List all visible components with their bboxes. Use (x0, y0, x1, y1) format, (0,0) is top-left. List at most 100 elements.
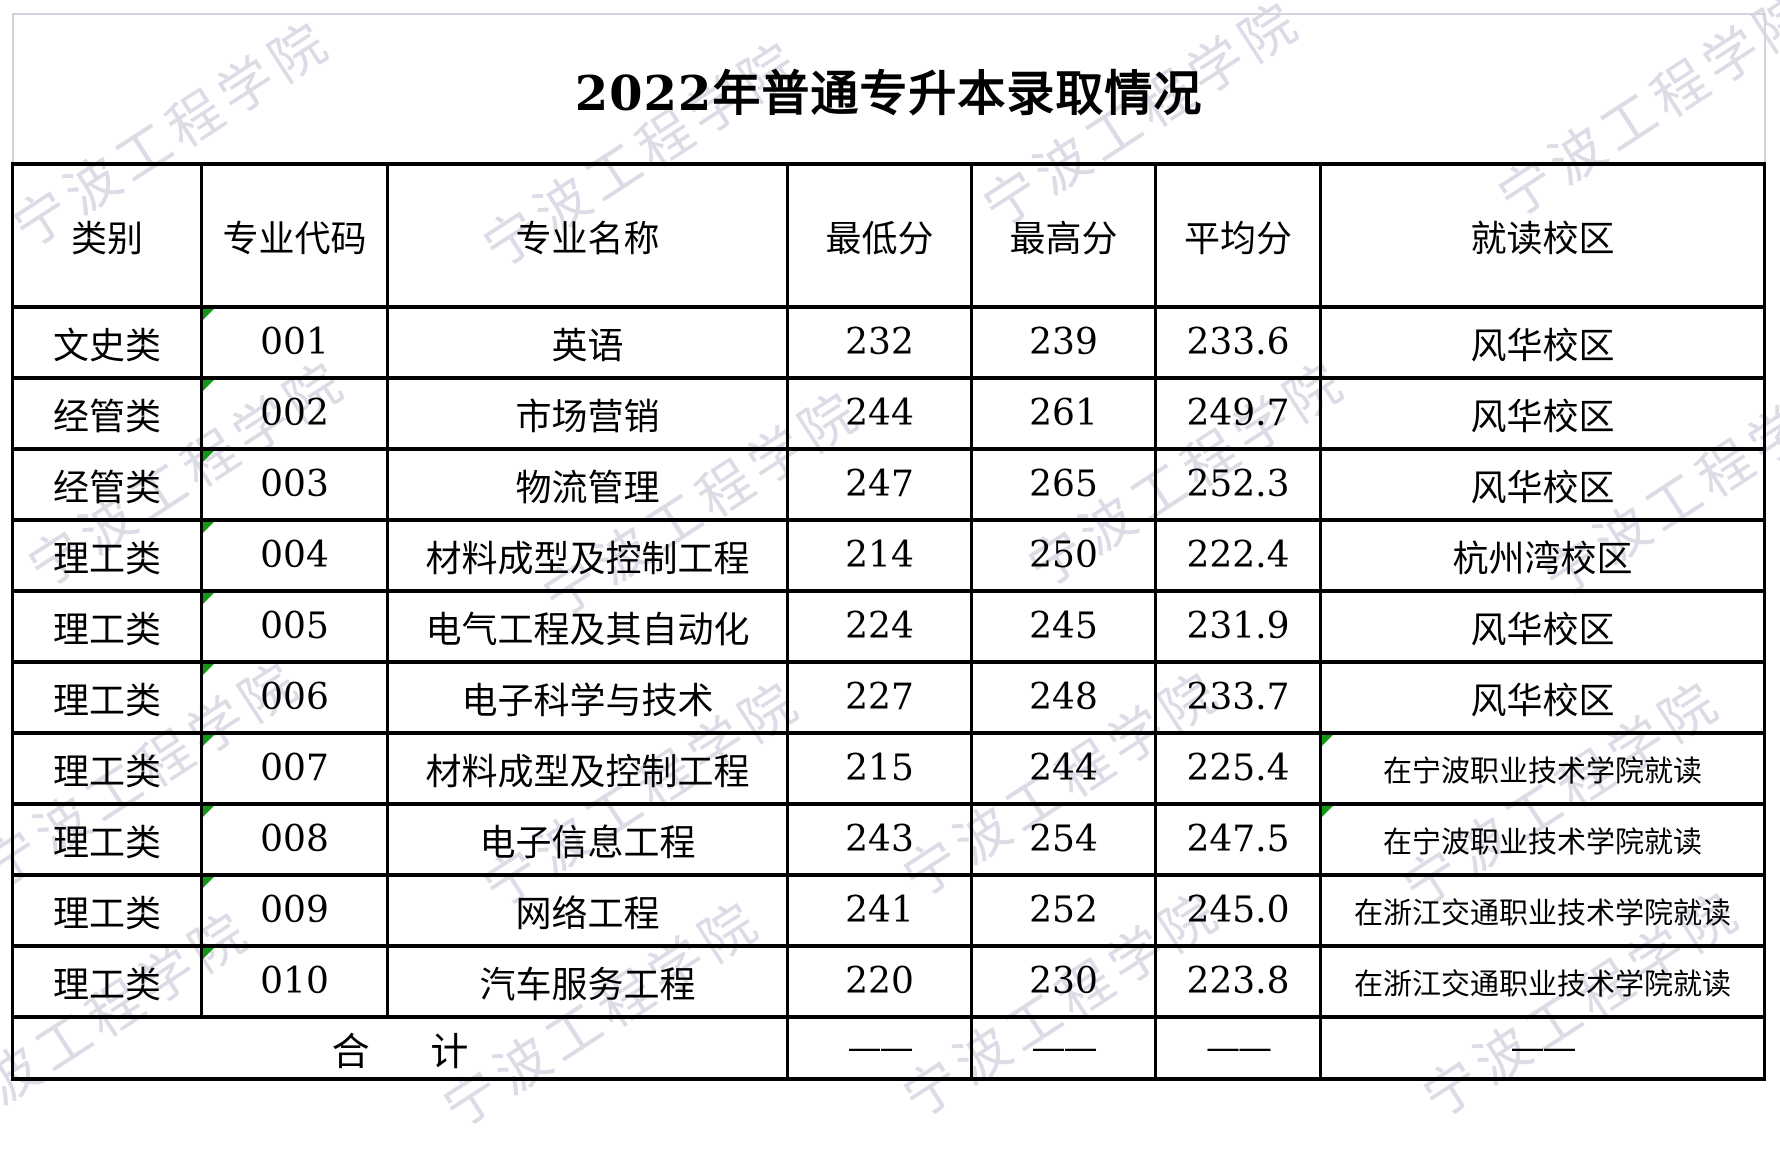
name-cell: 电气工程及其自动化 (386, 589, 789, 664)
category-cell: 经管类 (11, 376, 203, 451)
total-avg-cell: —— (1154, 1015, 1322, 1081)
category-cell: 理工类 (11, 802, 203, 877)
max-cell: 254 (970, 802, 1157, 877)
cell-flag-icon (203, 806, 214, 817)
total-label: 合计 (331, 1029, 530, 1074)
header-min-score: 最低分 (786, 162, 973, 309)
page-title: 2022年普通专升本录取情况 (11, 13, 1766, 164)
max-cell: 250 (970, 518, 1157, 593)
min-cell: 214 (786, 518, 973, 593)
max-cell: 244 (970, 731, 1157, 806)
min-cell: 227 (786, 660, 973, 735)
code-cell: 001 (200, 305, 389, 380)
avg-cell: 231.9 (1154, 589, 1322, 664)
min-cell: 241 (786, 873, 973, 948)
campus-cell: 风华校区 (1318, 376, 1767, 451)
admission-score-table: 2022年普通专升本录取情况 类别 专业代码 专业名称 最低分 最高分 平均分 … (11, 13, 1767, 1081)
campus-cell: 在宁波职业技术学院就读 (1318, 802, 1767, 877)
code-cell: 009 (200, 873, 389, 948)
table-row: 理工类 005 电气工程及其自动化 224 245 231.9 风华校区 (11, 589, 1767, 664)
max-cell: 245 (970, 589, 1157, 664)
avg-cell: 252.3 (1154, 447, 1322, 522)
name-cell: 市场营销 (386, 376, 789, 451)
campus-cell: 在浙江交通职业技术学院就读 (1318, 873, 1767, 948)
table-row: 理工类 006 电子科学与技术 227 248 233.7 风华校区 (11, 660, 1767, 735)
avg-cell: 247.5 (1154, 802, 1322, 877)
cell-flag-icon (203, 593, 214, 604)
total-min-cell: —— (786, 1015, 973, 1081)
table-row: 文史类 001 英语 232 239 233.6 风华校区 (11, 305, 1767, 380)
code-cell: 008 (200, 802, 389, 877)
total-max-cell: —— (970, 1015, 1157, 1081)
min-cell: 220 (786, 944, 973, 1019)
code-cell: 002 (200, 376, 389, 451)
header-avg-score: 平均分 (1154, 162, 1322, 309)
campus-cell: 在浙江交通职业技术学院就读 (1318, 944, 1767, 1019)
campus-cell: 杭州湾校区 (1318, 518, 1767, 593)
header-major-code: 专业代码 (200, 162, 389, 309)
total-campus-cell: —— (1318, 1015, 1767, 1081)
max-cell: 252 (970, 873, 1157, 948)
name-cell: 汽车服务工程 (386, 944, 789, 1019)
avg-cell: 222.4 (1154, 518, 1322, 593)
min-cell: 224 (786, 589, 973, 664)
name-cell: 材料成型及控制工程 (386, 518, 789, 593)
campus-cell: 风华校区 (1318, 305, 1767, 380)
max-cell: 248 (970, 660, 1157, 735)
cell-flag-icon (1322, 735, 1333, 746)
name-cell: 物流管理 (386, 447, 789, 522)
avg-cell: 233.7 (1154, 660, 1322, 735)
code-cell: 003 (200, 447, 389, 522)
name-cell: 英语 (386, 305, 789, 380)
table-row: 理工类 010 汽车服务工程 220 230 223.8 在浙江交通职业技术学院就读 (11, 944, 1767, 1019)
category-cell: 理工类 (11, 518, 203, 593)
category-cell: 理工类 (11, 660, 203, 735)
table-row: 理工类 009 网络工程 241 252 245.0 在浙江交通职业技术学院就读 (11, 873, 1767, 948)
admission-table: 2022年普通专升本录取情况 类别 专业代码 专业名称 最低分 最高分 平均分 … (11, 13, 1767, 1081)
campus-cell: 在宁波职业技术学院就读 (1318, 731, 1767, 806)
total-label-cell: 合计 (11, 1015, 789, 1081)
campus-cell: 风华校区 (1318, 660, 1767, 735)
category-cell: 理工类 (11, 873, 203, 948)
cell-flag-icon (203, 309, 214, 320)
min-cell: 244 (786, 376, 973, 451)
category-cell: 理工类 (11, 944, 203, 1019)
campus-cell: 风华校区 (1318, 447, 1767, 522)
code-cell: 004 (200, 518, 389, 593)
table-header-row: 类别 专业代码 专业名称 最低分 最高分 平均分 就读校区 (11, 162, 1767, 309)
header-max-score: 最高分 (970, 162, 1157, 309)
name-cell: 电子科学与技术 (386, 660, 789, 735)
table-row: 理工类 008 电子信息工程 243 254 247.5 在宁波职业技术学院就读 (11, 802, 1767, 877)
cell-flag-icon (203, 522, 214, 533)
header-campus: 就读校区 (1318, 162, 1767, 309)
code-cell: 006 (200, 660, 389, 735)
avg-cell: 225.4 (1154, 731, 1322, 806)
total-row: 合计 —— —— —— —— (11, 1015, 1767, 1081)
max-cell: 230 (970, 944, 1157, 1019)
code-cell: 005 (200, 589, 389, 664)
category-cell: 文史类 (11, 305, 203, 380)
code-cell: 007 (200, 731, 389, 806)
avg-cell: 223.8 (1154, 944, 1322, 1019)
category-cell: 理工类 (11, 589, 203, 664)
cell-flag-icon (203, 877, 214, 888)
min-cell: 232 (786, 305, 973, 380)
name-cell: 材料成型及控制工程 (386, 731, 789, 806)
name-cell: 网络工程 (386, 873, 789, 948)
category-cell: 经管类 (11, 447, 203, 522)
header-major-name: 专业名称 (386, 162, 789, 309)
cell-flag-icon (203, 948, 214, 959)
campus-cell: 风华校区 (1318, 589, 1767, 664)
category-cell: 理工类 (11, 731, 203, 806)
cell-flag-icon (203, 735, 214, 746)
name-cell: 电子信息工程 (386, 802, 789, 877)
min-cell: 243 (786, 802, 973, 877)
cell-flag-icon (203, 664, 214, 675)
max-cell: 265 (970, 447, 1157, 522)
title-row: 2022年普通专升本录取情况 (11, 13, 1766, 164)
table-row: 经管类 002 市场营销 244 261 249.7 风华校区 (11, 376, 1767, 451)
table-row: 经管类 003 物流管理 247 265 252.3 风华校区 (11, 447, 1767, 522)
header-category: 类别 (11, 162, 203, 309)
table-row: 理工类 004 材料成型及控制工程 214 250 222.4 杭州湾校区 (11, 518, 1767, 593)
cell-flag-icon (203, 451, 214, 462)
